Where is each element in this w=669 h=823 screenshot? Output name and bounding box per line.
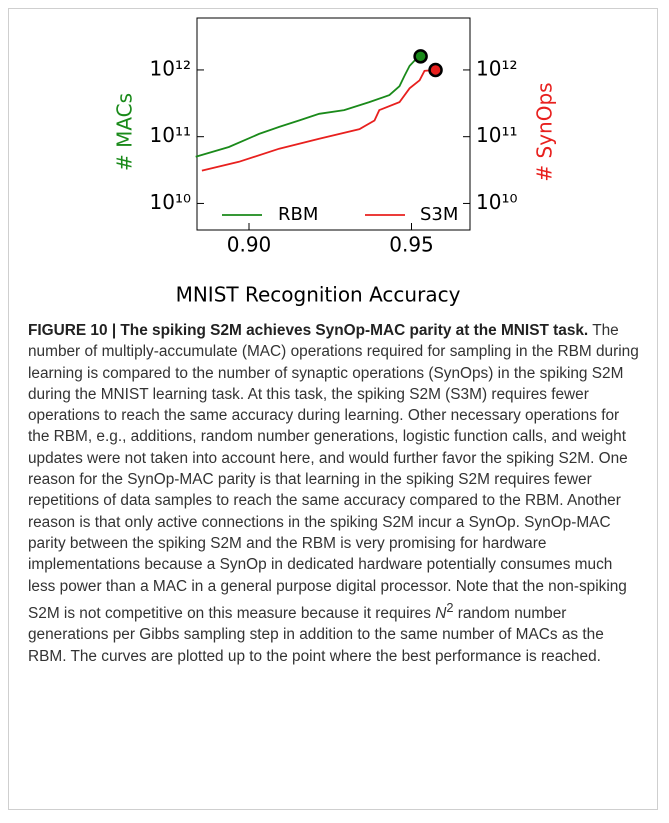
y-tick-label: 10¹⁰ <box>150 190 191 214</box>
best-marker <box>413 49 428 64</box>
chart: MNIST Recognition Accuracy # MACs # SynO… <box>113 17 557 307</box>
caption: FIGURE 10 | The spiking S2M achieves Syn… <box>28 320 643 667</box>
y2-axis-label: # SynOps <box>533 82 557 181</box>
figure-frame <box>8 8 658 810</box>
y-tick-label: 10¹¹ <box>150 123 191 147</box>
y2-tick-label: 10¹¹ <box>476 123 517 147</box>
x-tick-label: 0.95 <box>389 233 434 257</box>
x-axis-label: MNIST Recognition Accuracy <box>176 283 461 307</box>
caption-text: The number of multiply-accumulate (MAC) … <box>28 322 639 622</box>
y2-tick-label: 10¹⁰ <box>476 190 517 214</box>
legend-label: S3M <box>420 204 458 225</box>
legend-label: RBM <box>278 204 318 225</box>
best-marker <box>428 62 443 78</box>
series-line <box>195 55 422 158</box>
y-tick-label: 10¹² <box>150 56 191 80</box>
caption-math: N <box>435 604 447 622</box>
plot-frame <box>196 17 471 231</box>
series-line <box>201 69 436 172</box>
caption-superscript: 2 <box>446 599 454 615</box>
y-axis-label: # MACs <box>113 93 137 171</box>
y2-tick-label: 10¹² <box>476 56 517 80</box>
caption-label: FIGURE 10 | The spiking S2M achieves Syn… <box>28 322 589 339</box>
x-tick-label: 0.90 <box>227 233 272 257</box>
caption-text: random number generations per Gibbs samp… <box>28 604 604 665</box>
